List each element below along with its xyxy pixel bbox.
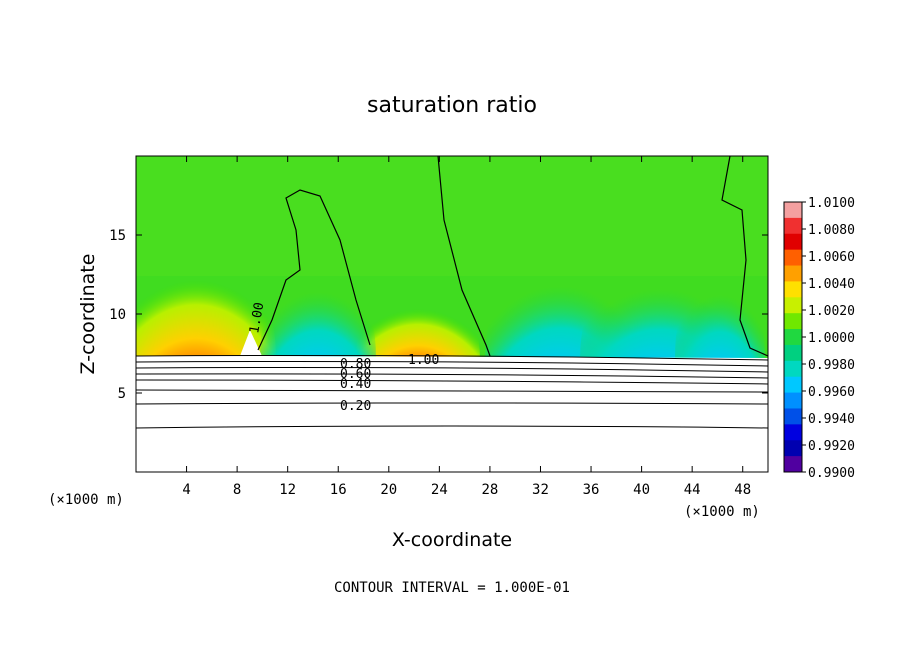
colorbar-swatch bbox=[784, 344, 802, 362]
y-axis-unit: (×1000 m) bbox=[48, 492, 124, 508]
colorbar-tick-label: 0.9960 bbox=[808, 385, 855, 400]
colorbar-swatch bbox=[784, 249, 802, 267]
y-axis-label: Z-coordinate bbox=[77, 254, 99, 375]
colorbar-swatch bbox=[784, 281, 802, 298]
colorbar-tick-label: 0.9980 bbox=[808, 358, 855, 373]
colorbar-tick-label: 1.0080 bbox=[808, 223, 855, 238]
x-tick-label: 40 bbox=[633, 482, 650, 498]
y-tick-label: 10 bbox=[109, 307, 126, 323]
colorbar: 1.0100 1.0080 1.0060 1.0040 1.0020 1.0000 0.99… bbox=[783, 196, 855, 481]
colorbar-tick-label: 0.9920 bbox=[808, 439, 855, 454]
colorbar-swatch bbox=[784, 329, 802, 346]
x-tick-label: 16 bbox=[330, 482, 347, 498]
x-tick-label: 44 bbox=[684, 482, 701, 498]
x-axis: 4 8 12 16 20 24 28 32 36 40 44 48 bbox=[182, 156, 751, 498]
colorbar-tick-label: 1.0100 bbox=[808, 196, 855, 211]
colorbar-swatch bbox=[784, 297, 802, 314]
chart-title: saturation ratio bbox=[367, 93, 537, 118]
y-axis: 5 10 15 bbox=[109, 228, 768, 402]
colorbar-swatch bbox=[784, 440, 802, 457]
colorbar-swatch bbox=[784, 233, 802, 251]
y-tick-label: 5 bbox=[118, 386, 126, 402]
colorbar-swatch bbox=[784, 313, 802, 330]
colorbar-swatch bbox=[784, 456, 802, 473]
x-tick-label: 24 bbox=[431, 482, 448, 498]
colorbar-tick-label: 1.0000 bbox=[808, 331, 855, 346]
colorbar-swatch bbox=[784, 376, 802, 394]
colorbar-swatch bbox=[784, 408, 802, 425]
x-tick-label: 28 bbox=[481, 482, 498, 498]
contour-label: 0.20 bbox=[340, 399, 371, 414]
colorbar-tick-label: 1.0040 bbox=[808, 277, 855, 292]
x-tick-label: 8 bbox=[233, 482, 241, 498]
contour-label: 1.00 bbox=[408, 353, 439, 368]
heatmap-field bbox=[136, 156, 768, 472]
colorbar-swatch bbox=[784, 217, 802, 235]
contour-labels: 1.00 1.00 0.80 0.60 0.40 0.20 bbox=[247, 301, 439, 414]
x-axis-unit: (×1000 m) bbox=[684, 504, 760, 520]
colorbar-swatch bbox=[784, 392, 802, 409]
x-tick-label: 4 bbox=[182, 482, 190, 498]
contour-label: 0.60 bbox=[340, 367, 371, 382]
x-tick-label: 36 bbox=[583, 482, 600, 498]
x-tick-label: 20 bbox=[380, 482, 397, 498]
colorbar-tick-label: 1.0020 bbox=[808, 304, 855, 319]
colorbar-swatch bbox=[784, 360, 802, 378]
x-tick-label: 48 bbox=[734, 482, 751, 498]
x-axis-label: X-coordinate bbox=[392, 529, 512, 551]
x-tick-label: 32 bbox=[532, 482, 549, 498]
colorbar-swatch bbox=[784, 424, 802, 441]
colorbar-tick-label: 0.9940 bbox=[808, 412, 855, 427]
colorbar-swatch bbox=[784, 265, 802, 282]
y-tick-label: 15 bbox=[109, 228, 126, 244]
contour-interval-note: CONTOUR INTERVAL = 1.000E-01 bbox=[334, 580, 570, 596]
x-tick-label: 12 bbox=[279, 482, 296, 498]
colorbar-tick-label: 0.9900 bbox=[808, 466, 855, 481]
contour-label: 1.00 bbox=[247, 301, 267, 334]
contour-label: 0.40 bbox=[340, 377, 371, 392]
colorbar-tick-label: 1.0060 bbox=[808, 250, 855, 265]
contour-label: 0.80 bbox=[340, 357, 371, 372]
colorbar-swatch bbox=[784, 202, 802, 219]
